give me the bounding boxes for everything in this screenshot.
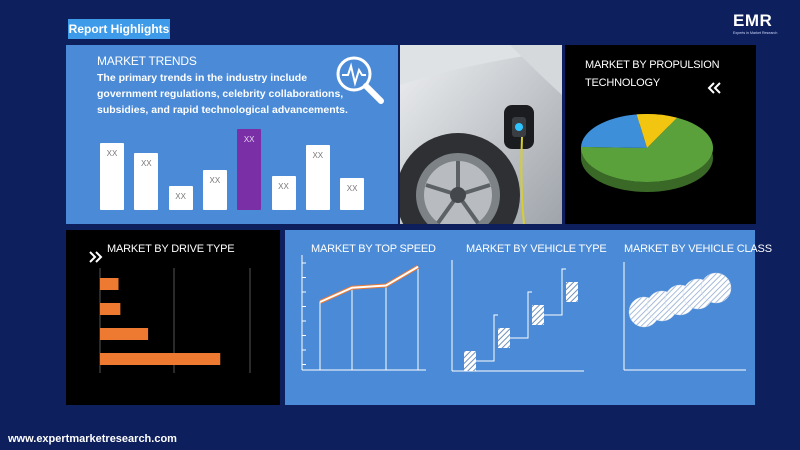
top-speed-line-chart	[301, 255, 426, 371]
logo-tagline: Experts in Market Research	[733, 31, 778, 35]
trend-bar: XX	[168, 185, 193, 210]
pie-slice	[581, 117, 713, 182]
vehicle-type-step	[566, 282, 578, 302]
logo-word: EMR	[733, 11, 773, 30]
step-connector	[544, 268, 566, 316]
drive-bar	[100, 353, 221, 365]
vehicle-type-step	[498, 328, 510, 348]
pie-slice	[636, 114, 677, 148]
trend-bar-label: XX	[209, 175, 221, 185]
pie-slice	[581, 114, 647, 148]
emr-logo: EMR Experts in Market Research	[733, 12, 781, 38]
trend-bar-label: XX	[175, 191, 186, 201]
trend-bar: XX	[340, 177, 365, 210]
trend-bar-label: XX	[140, 159, 152, 169]
drive-bar	[100, 328, 149, 340]
step-connector	[476, 314, 498, 362]
vehicle-class-title: MARKET BY VEHICLE CLASS	[624, 243, 772, 255]
segment-charts-panel	[285, 230, 755, 405]
market-trends-title: MARKET TRENDS	[97, 54, 197, 68]
vehicle-type-step	[532, 305, 544, 325]
trend-bar: XX	[134, 153, 159, 210]
drive-type-panel	[66, 230, 280, 405]
trend-bar-label: XX	[243, 135, 255, 144]
vehicle-class-circle	[700, 272, 732, 304]
drive-bar	[100, 303, 121, 315]
propulsion-title-line1: MARKET BY PROPULSION	[585, 59, 720, 71]
propulsion-title-line2: TECHNOLOGY	[585, 77, 661, 89]
drive-bar	[100, 278, 119, 290]
trend-bar-label: XX	[346, 183, 358, 193]
top-speed-line-shadow	[319, 265, 420, 304]
ev-charging-photo	[400, 45, 562, 224]
trend-bar: XX	[100, 142, 124, 210]
drive-type-title: MARKET BY DRIVE TYPE	[107, 243, 235, 255]
trend-bar: XX	[202, 169, 227, 210]
footer-url: www.expertmarketresearch.com	[8, 433, 177, 445]
trend-bar-label: XX	[312, 151, 324, 161]
top-speed-line	[319, 265, 419, 303]
ev-charging-illustration	[400, 45, 562, 224]
trend-bar-label: XX	[278, 182, 289, 192]
vehicle-type-title: MARKET BY VEHICLE TYPE	[466, 243, 607, 255]
double-chevron-icon	[89, 251, 103, 263]
report-highlights-badge: Report Highlights	[68, 19, 170, 39]
propulsion-pie-chart	[581, 114, 713, 192]
trend-bar: XX	[237, 129, 262, 210]
market-trends-description: The primary trends in the industry inclu…	[97, 72, 348, 116]
vehicle-type-step-chart	[451, 260, 584, 372]
vehicle-type-step	[464, 351, 476, 371]
vehicle-class-circle-chart	[623, 262, 746, 371]
top-speed-title: MARKET BY TOP SPEED	[311, 243, 436, 255]
drive-type-bar-chart	[99, 268, 251, 373]
step-connector	[510, 291, 532, 339]
trend-bar-label: XX	[106, 148, 118, 158]
trend-bar: XX	[271, 176, 296, 210]
trend-bar: XX	[305, 145, 330, 210]
double-chevron-icon	[707, 82, 721, 94]
analytics-magnifier-icon	[336, 56, 384, 104]
